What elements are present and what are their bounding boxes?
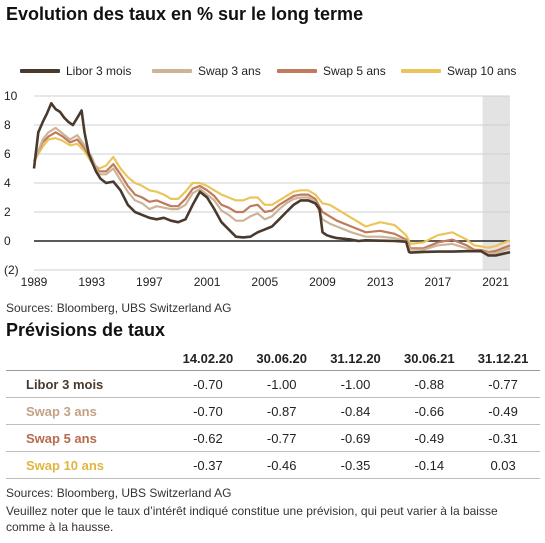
y-tick-label: (2)	[4, 263, 19, 277]
forecast-header-date: 14.02.20	[171, 346, 245, 371]
forecast-cell: -1.00	[318, 370, 393, 398]
forecast-cell: -0.84	[318, 397, 393, 425]
forecast-cell: -0.77	[244, 424, 319, 452]
forecast-header-date: 31.12.20	[318, 346, 393, 371]
x-tick-label: 1993	[78, 275, 105, 289]
forecast-table: 14.02.20 30.06.20 31.12.20 30.06.21 31.1…	[6, 346, 540, 479]
legend-item-swap5: Swap 5 ans	[277, 64, 386, 78]
series-line-libor	[32, 102, 511, 257]
legend-label-swap10: Swap 10 ans	[447, 64, 517, 78]
forecast-row-swap5: Swap 5 ans -0.62 -0.77 -0.69 -0.49 -0.31	[6, 424, 540, 452]
x-tick-label: 2017	[425, 275, 452, 289]
forecast-row-label: Swap 3 ans	[6, 397, 171, 425]
forecast-cell: -0.66	[392, 397, 467, 425]
series-line-swap3	[32, 126, 511, 255]
legend-swatch-swap10	[401, 69, 441, 73]
rates-line-chart: (2) 0 2 4 6 8 10 1989 1993 1997 2001 2005 2009 2013 20…	[4, 89, 511, 289]
legend-label-swap3: Swap 3 ans	[198, 64, 261, 78]
legend-item-swap3: Swap 3 ans	[152, 64, 261, 78]
x-tick-label: 2009	[309, 275, 336, 289]
forecast-cell: -0.46	[244, 451, 319, 479]
legend-swatch-swap5	[277, 69, 317, 73]
series-line-swap10	[33, 137, 511, 249]
legend-label-swap5: Swap 5 ans	[323, 64, 386, 78]
forecast-header-row: 14.02.20 30.06.20 31.12.20 30.06.21 31.1…	[6, 346, 540, 371]
forecast-cell: -0.49	[392, 424, 467, 452]
x-tick-label: 2013	[367, 275, 394, 289]
forecast-row-label: Swap 10 ans	[6, 451, 171, 479]
chart-legend: Libor 3 mois Swap 3 ans Swap 5 ans Swap …	[20, 64, 540, 80]
legend-item-libor: Libor 3 mois	[20, 64, 131, 78]
forecast-header-date: 31.12.21	[466, 346, 540, 371]
forecast-row-label: Swap 5 ans	[6, 424, 171, 452]
x-tick-label: 1997	[136, 275, 163, 289]
legend-label-libor: Libor 3 mois	[66, 64, 132, 78]
forecast-header-date: 30.06.20	[244, 346, 319, 371]
forecast-title: Prévisions de taux	[6, 320, 166, 340]
forecast-cell: -0.14	[392, 451, 467, 479]
forecast-cell: -0.31	[466, 424, 540, 452]
forecast-cell: -0.70	[171, 397, 245, 425]
x-tick-label: 2021	[482, 275, 509, 289]
y-tick-label: 6	[4, 147, 11, 161]
forecast-cell: -1.00	[244, 370, 319, 398]
y-tick-label: 4	[4, 176, 11, 190]
forecast-cell: -0.35	[318, 451, 393, 479]
x-tick-label: 2001	[194, 275, 221, 289]
x-tick-label: 2005	[251, 275, 278, 289]
forecast-cell: -0.62	[171, 424, 245, 452]
chart-title: Evolution des taux en % sur le long term…	[6, 4, 364, 24]
forecast-cell: -0.49	[466, 397, 540, 425]
forecast-header-blank	[6, 346, 171, 371]
table-source: Sources: Bloomberg, UBS Switzerland AG	[6, 486, 232, 500]
forecast-note: Veuillez noter que le taux d’intérêt ind…	[6, 504, 498, 534]
y-tick-label: 8	[4, 118, 11, 132]
forecast-row-libor: Libor 3 mois -0.70 -1.00 -1.00 -0.88 -0.…	[6, 370, 540, 398]
y-tick-label: 0	[4, 234, 11, 248]
forecast-cell: -0.88	[392, 370, 467, 398]
forecast-cell: 0.03	[466, 451, 540, 479]
legend-swatch-libor	[20, 69, 60, 73]
forecast-cell: -0.77	[466, 370, 540, 398]
x-tick-label: 1989	[21, 275, 48, 289]
y-tick-label: 2	[4, 205, 11, 219]
forecast-row-swap3: Swap 3 ans -0.70 -0.87 -0.84 -0.66 -0.49	[6, 397, 540, 425]
y-tick-label: 10	[4, 89, 18, 103]
forecast-cell: -0.37	[171, 451, 245, 479]
forecast-header-date: 30.06.21	[392, 346, 467, 371]
legend-item-swap10: Swap 10 ans	[401, 64, 516, 78]
forecast-cell: -0.87	[244, 397, 319, 425]
legend-swatch-swap3	[152, 69, 192, 73]
forecast-row-label: Libor 3 mois	[6, 370, 171, 398]
chart-source: Sources: Bloomberg, UBS Switzerland AG	[6, 301, 232, 315]
forecast-row-swap10: Swap 10 ans -0.37 -0.46 -0.35 -0.14 0.03	[6, 451, 540, 479]
forecast-cell: -0.70	[171, 370, 245, 398]
forecast-cell: -0.69	[318, 424, 393, 452]
